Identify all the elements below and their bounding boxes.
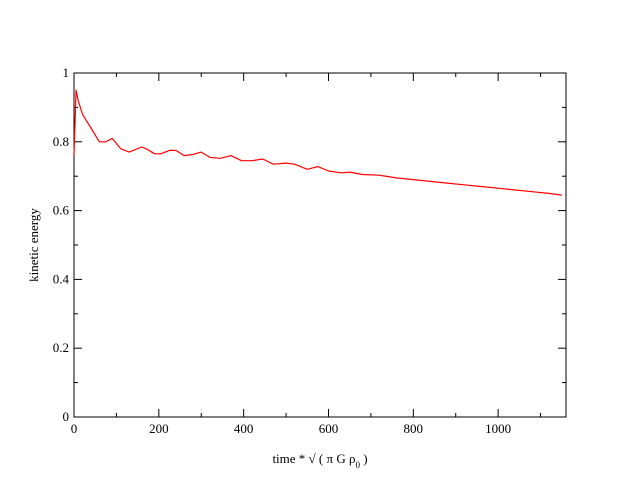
y-tick-label: 1 (63, 65, 70, 80)
x-tick-label: 600 (319, 421, 339, 436)
y-axis-title: kinetic energy (26, 208, 41, 282)
x-tick-label: 1000 (485, 421, 511, 436)
y-tick-label: 0 (63, 409, 70, 424)
x-tick-label: 200 (149, 421, 169, 436)
series-layer (73, 89, 562, 196)
x-axis-ticks: 0 200 400 600 800 1000 (71, 73, 542, 436)
plot-frame (73, 72, 567, 418)
y-tick-label: 0.4 (53, 271, 70, 286)
y-tick-label: 0.2 (53, 340, 69, 355)
x-tick-label: 400 (234, 421, 254, 436)
y-axis-ticks: 0 0.2 0.4 0.6 0.8 1 (53, 65, 566, 424)
x-axis-title: time * √ ( π G ρ0 ) (272, 451, 367, 470)
kinetic-energy-line (73, 89, 562, 196)
x-tick-label: 0 (71, 421, 78, 436)
y-tick-label: 0.6 (53, 203, 70, 218)
x-tick-label: 800 (404, 421, 424, 436)
y-tick-label: 0.8 (53, 134, 69, 149)
